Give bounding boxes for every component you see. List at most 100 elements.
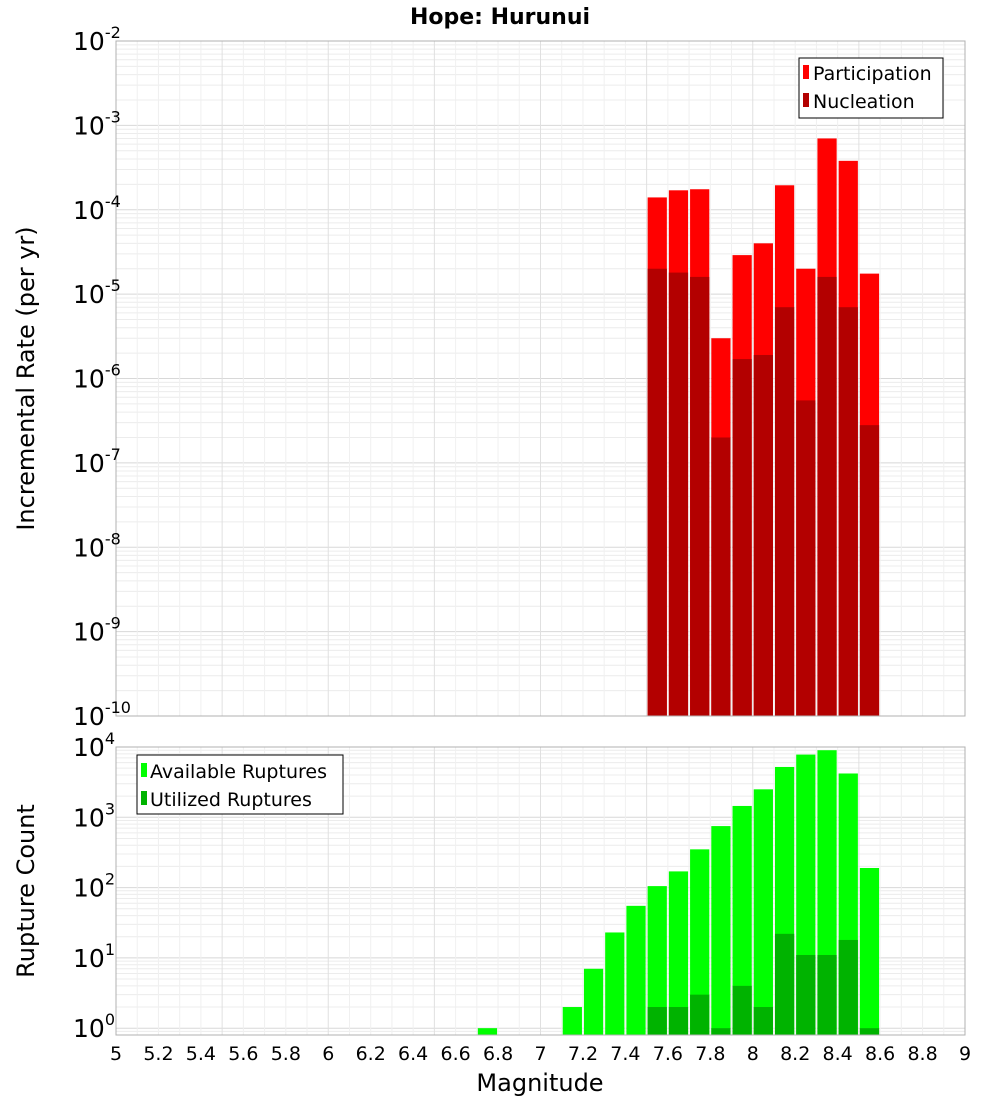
count-bar-available-ruptures — [732, 805, 752, 1035]
count-bar-available-ruptures — [562, 1007, 582, 1035]
y-tick-exponent: -9 — [105, 614, 121, 633]
x-tick-label: 7.8 — [695, 1043, 725, 1065]
x-tick-label: 8 — [747, 1043, 759, 1065]
available-ruptures-legend-swatch — [141, 763, 147, 777]
rate-plot-frame — [115, 40, 966, 717]
x-tick-label: 5.8 — [271, 1043, 301, 1065]
y-tick-base: 10 — [73, 533, 105, 562]
y-tick-exponent: -6 — [105, 361, 121, 380]
rate-bar-nucleation — [668, 272, 689, 716]
rate-bar-nucleation — [859, 425, 880, 716]
nucleation-legend-swatch — [803, 93, 809, 107]
count-bar-utilized-ruptures — [796, 954, 816, 1035]
count-y-axis-label: Rupture Count — [12, 804, 40, 978]
rate-legend: Participation Nucleation — [798, 57, 944, 119]
count-bar-available-ruptures — [753, 789, 773, 1035]
y-tick-base: 10 — [73, 944, 105, 973]
rate-bar-nucleation — [838, 307, 858, 716]
x-tick-label: 7 — [534, 1043, 546, 1065]
x-tick-label: 7.6 — [653, 1043, 683, 1065]
rate-bar-nucleation — [817, 276, 837, 716]
available-ruptures-legend-label: Available Ruptures — [150, 761, 327, 783]
x-tick-label: 8.4 — [823, 1043, 853, 1065]
x-tick-label: 6.8 — [483, 1043, 513, 1065]
count-bar-utilized-ruptures — [859, 1028, 880, 1035]
rate-y-tick-label: 10-9 — [73, 614, 121, 647]
y-tick-base: 10 — [73, 111, 105, 140]
rate-y-tick-label: 10-3 — [73, 107, 121, 140]
rate-y-tick-label: 10-10 — [73, 698, 131, 731]
y-tick-exponent: -3 — [105, 107, 121, 126]
x-tick-label: 5.6 — [228, 1043, 258, 1065]
y-tick-exponent: 4 — [105, 729, 115, 748]
x-tick-labels: 5 5.2 5.4 5.6 5.8 6 6.2 6.4 6.6 6.8 7 7.2 7.4 7.6 7.8 8… — [110, 1043, 971, 1065]
x-tick-label: 7.2 — [568, 1043, 598, 1065]
count-bar-utilized-ruptures — [732, 985, 752, 1035]
rate-bar-nucleation — [753, 354, 773, 716]
count-bar-available-ruptures — [647, 886, 667, 1035]
x-tick-label: 8.2 — [780, 1043, 810, 1065]
y-tick-base: 10 — [73, 874, 105, 903]
y-tick-base: 10 — [73, 733, 105, 762]
x-tick-label: 6 — [322, 1043, 334, 1065]
count-bar-available-ruptures — [605, 932, 625, 1035]
rate-y-axis-label: Incremental Rate (per yr) — [12, 226, 40, 530]
count-bar-available-ruptures — [690, 849, 710, 1035]
nucleation-legend-label: Nucleation — [813, 91, 915, 113]
x-tick-label: 5.2 — [143, 1043, 173, 1065]
y-tick-exponent: 3 — [105, 799, 115, 818]
y-tick-base: 10 — [73, 1014, 105, 1043]
count-legend-box — [136, 754, 344, 815]
y-tick-exponent: 1 — [105, 940, 115, 959]
y-tick-exponent: -4 — [105, 192, 121, 211]
y-tick-base: 10 — [73, 702, 105, 731]
rate-bar-nucleation — [647, 268, 667, 716]
count-y-tick-label: 101 — [73, 940, 115, 973]
count-bar-utilized-ruptures — [690, 994, 710, 1035]
rate-bar-nucleation — [796, 400, 816, 716]
rate-y-tick-label: 10-5 — [73, 276, 121, 309]
y-tick-exponent: -8 — [105, 529, 121, 548]
y-tick-exponent: -10 — [105, 698, 131, 717]
count-y-tick-label: 103 — [73, 799, 115, 832]
count-bar-available-ruptures — [626, 905, 646, 1035]
utilized-ruptures-legend-swatch — [141, 791, 147, 805]
participation-legend-swatch — [803, 65, 809, 79]
y-tick-exponent: -7 — [105, 445, 121, 464]
count-bar-utilized-ruptures — [817, 954, 837, 1035]
chart-title: Hope: Hurunui — [410, 5, 590, 30]
count-bar-utilized-ruptures — [774, 933, 795, 1035]
rate-y-tick-label: 10-6 — [73, 361, 121, 394]
count-bar-available-ruptures — [859, 867, 880, 1035]
count-bar-utilized-ruptures — [647, 1007, 667, 1035]
count-bar-available-ruptures — [477, 1028, 498, 1035]
x-tick-label: 8.6 — [865, 1043, 895, 1065]
y-tick-base: 10 — [73, 618, 105, 647]
utilized-ruptures-legend-label: Utilized Ruptures — [150, 789, 312, 811]
count-y-tick-label: 100 — [73, 1010, 115, 1043]
rate-gridlines — [115, 40, 966, 717]
rate-bar-nucleation — [690, 276, 710, 716]
rate-bars — [647, 138, 880, 717]
x-tick-label: 9 — [959, 1043, 971, 1065]
count-bar-available-ruptures — [583, 968, 604, 1035]
y-tick-base: 10 — [73, 196, 105, 225]
rate-y-tick-label: 10-2 — [73, 23, 121, 56]
x-tick-label: 5.4 — [186, 1043, 216, 1065]
count-bars — [477, 750, 880, 1035]
rate-bar-nucleation — [774, 307, 795, 716]
x-axis-label: Magnitude — [476, 1069, 603, 1097]
y-tick-base: 10 — [73, 280, 105, 309]
count-bar-utilized-ruptures — [668, 1007, 689, 1035]
count-y-tick-label: 104 — [73, 729, 115, 762]
x-tick-label: 5 — [110, 1043, 122, 1065]
count-plot-frame — [115, 746, 966, 1036]
y-tick-exponent: 0 — [105, 1010, 115, 1029]
participation-legend-label: Participation — [813, 63, 932, 85]
